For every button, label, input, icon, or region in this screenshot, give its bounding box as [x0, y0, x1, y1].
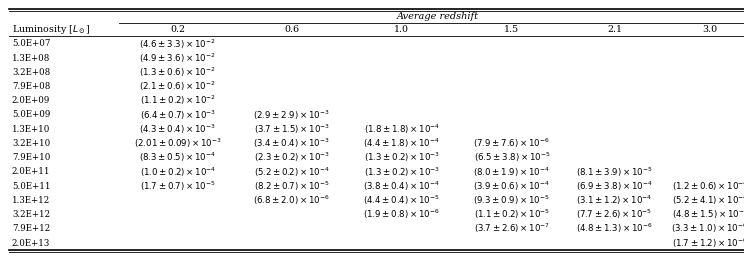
Text: 2.1: 2.1: [607, 25, 622, 34]
Text: 1.5: 1.5: [504, 25, 519, 34]
Text: $(1.3 \pm 0.2)\times 10^{-3}$: $(1.3 \pm 0.2)\times 10^{-3}$: [364, 151, 440, 164]
Text: $(4.6 \pm 3.3)\times 10^{-2}$: $(4.6 \pm 3.3)\times 10^{-2}$: [139, 37, 217, 51]
Text: 7.9E+10: 7.9E+10: [12, 153, 51, 162]
Text: 0.2: 0.2: [170, 25, 185, 34]
Text: $(4.4 \pm 1.8)\times 10^{-4}$: $(4.4 \pm 1.8)\times 10^{-4}$: [363, 137, 440, 150]
Text: $(8.2 \pm 0.7)\times 10^{-5}$: $(8.2 \pm 0.7)\times 10^{-5}$: [254, 179, 330, 193]
Text: $(4.9 \pm 3.6)\times 10^{-2}$: $(4.9 \pm 3.6)\times 10^{-2}$: [139, 51, 217, 65]
Text: 7.9E+08: 7.9E+08: [12, 82, 51, 91]
Text: $(6.4 \pm 0.7)\times 10^{-3}$: $(6.4 \pm 0.7)\times 10^{-3}$: [140, 108, 216, 122]
Text: 3.2E+08: 3.2E+08: [12, 68, 50, 77]
Text: $(1.2 \pm 0.6)\times 10^{-4}$: $(1.2 \pm 0.6)\times 10^{-4}$: [672, 179, 744, 193]
Text: Luminosity [$L_\odot$]: Luminosity [$L_\odot$]: [12, 23, 91, 36]
Text: $(3.7 \pm 2.6)\times 10^{-7}$: $(3.7 \pm 2.6)\times 10^{-7}$: [474, 222, 550, 235]
Text: $(7.7 \pm 2.6)\times 10^{-5}$: $(7.7 \pm 2.6)\times 10^{-5}$: [577, 208, 652, 221]
Text: 7.9E+12: 7.9E+12: [12, 224, 50, 233]
Text: Average redshift: Average redshift: [397, 12, 479, 21]
Text: $(6.5 \pm 3.8)\times 10^{-5}$: $(6.5 \pm 3.8)\times 10^{-5}$: [474, 151, 550, 164]
Text: 3.2E+10: 3.2E+10: [12, 139, 50, 148]
Text: $(4.8 \pm 1.5)\times 10^{-5}$: $(4.8 \pm 1.5)\times 10^{-5}$: [672, 208, 744, 221]
Text: $(2.01 \pm 0.09)\times 10^{-3}$: $(2.01 \pm 0.09)\times 10^{-3}$: [134, 137, 222, 150]
Text: $(5.2 \pm 4.1)\times 10^{-4}$: $(5.2 \pm 4.1)\times 10^{-4}$: [672, 194, 744, 207]
Text: $(1.3 \pm 0.2)\times 10^{-3}$: $(1.3 \pm 0.2)\times 10^{-3}$: [364, 165, 440, 179]
Text: $(8.0 \pm 1.9)\times 10^{-4}$: $(8.0 \pm 1.9)\times 10^{-4}$: [473, 165, 551, 179]
Text: 1.0: 1.0: [394, 25, 409, 34]
Text: 5.0E+07: 5.0E+07: [12, 39, 51, 48]
Text: $(5.2 \pm 0.2)\times 10^{-4}$: $(5.2 \pm 0.2)\times 10^{-4}$: [254, 165, 330, 179]
Text: $(4.4 \pm 0.4)\times 10^{-5}$: $(4.4 \pm 0.4)\times 10^{-5}$: [363, 194, 440, 207]
Text: 0.6: 0.6: [284, 25, 299, 34]
Text: $(3.3 \pm 1.0)\times 10^{-6}$: $(3.3 \pm 1.0)\times 10^{-6}$: [671, 222, 744, 235]
Text: 2.0E+11: 2.0E+11: [12, 167, 51, 176]
Text: $(3.7 \pm 1.5)\times 10^{-3}$: $(3.7 \pm 1.5)\times 10^{-3}$: [254, 122, 330, 136]
Text: 1.3E+10: 1.3E+10: [12, 125, 51, 134]
Text: $(8.1 \pm 3.9)\times 10^{-5}$: $(8.1 \pm 3.9)\times 10^{-5}$: [576, 165, 653, 179]
Text: 1.3E+08: 1.3E+08: [12, 54, 51, 63]
Text: $(6.8 \pm 2.0)\times 10^{-6}$: $(6.8 \pm 2.0)\times 10^{-6}$: [254, 194, 330, 207]
Text: $(9.3 \pm 0.9)\times 10^{-5}$: $(9.3 \pm 0.9)\times 10^{-5}$: [473, 194, 551, 207]
Text: $(4.8 \pm 1.3)\times 10^{-6}$: $(4.8 \pm 1.3)\times 10^{-6}$: [577, 222, 652, 235]
Text: 5.0E+11: 5.0E+11: [12, 182, 51, 191]
Text: 2.0E+09: 2.0E+09: [12, 96, 51, 105]
Text: $(7.9 \pm 7.6)\times 10^{-6}$: $(7.9 \pm 7.6)\times 10^{-6}$: [473, 137, 551, 150]
Text: $(4.3 \pm 0.4)\times 10^{-3}$: $(4.3 \pm 0.4)\times 10^{-3}$: [139, 122, 217, 136]
Text: 3.2E+12: 3.2E+12: [12, 210, 50, 219]
Text: $(1.7 \pm 1.2)\times 10^{-6}$: $(1.7 \pm 1.2)\times 10^{-6}$: [672, 236, 744, 250]
Text: $(3.4 \pm 0.4)\times 10^{-3}$: $(3.4 \pm 0.4)\times 10^{-3}$: [253, 137, 330, 150]
Text: $(8.3 \pm 0.5)\times 10^{-4}$: $(8.3 \pm 0.5)\times 10^{-4}$: [139, 151, 217, 164]
Text: $(6.9 \pm 3.8)\times 10^{-4}$: $(6.9 \pm 3.8)\times 10^{-4}$: [576, 179, 653, 193]
Text: $(3.1 \pm 1.2)\times 10^{-4}$: $(3.1 \pm 1.2)\times 10^{-4}$: [577, 194, 652, 207]
Text: $(2.1 \pm 0.6)\times 10^{-2}$: $(2.1 \pm 0.6)\times 10^{-2}$: [139, 80, 217, 93]
Text: 2.0E+13: 2.0E+13: [12, 239, 50, 247]
Text: $(3.9 \pm 0.6)\times 10^{-4}$: $(3.9 \pm 0.6)\times 10^{-4}$: [473, 179, 551, 193]
Text: $(1.1 \pm 0.2)\times 10^{-2}$: $(1.1 \pm 0.2)\times 10^{-2}$: [140, 94, 216, 108]
Text: $(1.9 \pm 0.8)\times 10^{-6}$: $(1.9 \pm 0.8)\times 10^{-6}$: [364, 208, 440, 221]
Text: $(1.8 \pm 1.8)\times 10^{-4}$: $(1.8 \pm 1.8)\times 10^{-4}$: [364, 122, 440, 136]
Text: $(2.9 \pm 2.9)\times 10^{-3}$: $(2.9 \pm 2.9)\times 10^{-3}$: [253, 108, 330, 122]
Text: $(2.3 \pm 0.2)\times 10^{-3}$: $(2.3 \pm 0.2)\times 10^{-3}$: [254, 151, 330, 164]
Text: 5.0E+09: 5.0E+09: [12, 110, 51, 120]
Text: 3.0: 3.0: [702, 25, 717, 34]
Text: $(1.3 \pm 0.6)\times 10^{-2}$: $(1.3 \pm 0.6)\times 10^{-2}$: [139, 66, 217, 79]
Text: 1.3E+12: 1.3E+12: [12, 196, 50, 205]
Text: $(1.7 \pm 0.7)\times 10^{-5}$: $(1.7 \pm 0.7)\times 10^{-5}$: [140, 179, 216, 193]
Text: $(1.1 \pm 0.2)\times 10^{-5}$: $(1.1 \pm 0.2)\times 10^{-5}$: [474, 208, 550, 221]
Text: $(3.8 \pm 0.4)\times 10^{-4}$: $(3.8 \pm 0.4)\times 10^{-4}$: [363, 179, 440, 193]
Text: $(1.0 \pm 0.2)\times 10^{-4}$: $(1.0 \pm 0.2)\times 10^{-4}$: [140, 165, 216, 179]
